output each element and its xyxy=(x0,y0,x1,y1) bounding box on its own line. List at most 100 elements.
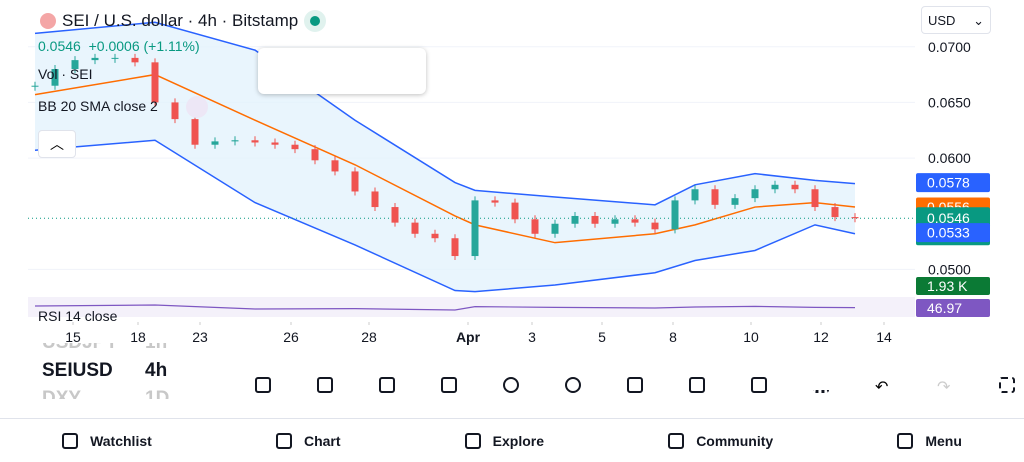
interval: 4h xyxy=(145,360,168,381)
redo[interactable]: ↷ xyxy=(937,379,951,396)
price-tag-label: 0.0578 xyxy=(927,175,970,191)
candle xyxy=(671,200,679,230)
candle xyxy=(71,60,79,70)
bb-middle xyxy=(34,73,856,244)
rsi-tag-bg xyxy=(916,299,990,317)
symbol-picker[interactable]: USDJPY1h SEIUSD 4h DXY 1D xyxy=(42,343,185,399)
tool[interactable] xyxy=(441,377,457,393)
x-tick-label: 5 xyxy=(598,329,606,345)
currency: USD xyxy=(928,13,956,28)
x-tick-label: 12 xyxy=(813,329,829,345)
volume-tag: 1.93 K xyxy=(916,277,990,295)
bb-fill xyxy=(35,22,855,292)
price-tag-label: 0.0546 xyxy=(927,210,970,226)
candle xyxy=(711,189,719,205)
x-tick-label: 14 xyxy=(876,329,892,345)
nav-item[interactable]: Watchlist xyxy=(62,432,152,449)
volume-tag-bg xyxy=(916,277,990,295)
nav-label: Chart xyxy=(303,432,341,449)
price-tag: 0.0533 xyxy=(916,223,990,243)
candle xyxy=(851,217,859,219)
nav-label: Menu xyxy=(925,432,962,449)
tool[interactable] xyxy=(255,377,271,393)
candle xyxy=(471,200,479,257)
candle xyxy=(591,215,599,224)
chart: 0.0700 0.0650 0.0600 0.0500 15 18 23 26 28 Apr 3 5 8… xyxy=(28,21,990,345)
candle xyxy=(831,207,839,218)
interval: 1h xyxy=(145,343,185,357)
bb-lower xyxy=(34,139,856,293)
drawing-toolbar[interactable] xyxy=(258,48,426,94)
candle xyxy=(391,207,399,223)
rsi-legend[interactable]: RSI 14 close xyxy=(38,308,118,324)
interval: 1D xyxy=(145,388,170,399)
nav-icon xyxy=(464,432,481,449)
tool[interactable] xyxy=(751,377,767,393)
tool[interactable] xyxy=(503,377,519,393)
nav-item[interactable]: Menu xyxy=(897,432,962,449)
nav-label: Watchlist xyxy=(90,432,152,449)
candle xyxy=(531,219,539,234)
price-tag-bg xyxy=(916,223,990,243)
nav-item[interactable]: Community xyxy=(668,432,774,449)
collapse-button[interactable]: ︿ xyxy=(38,130,76,158)
currency-select[interactable]: USD ⌄ xyxy=(921,6,991,34)
candle xyxy=(251,140,259,143)
symbol: SEIUSD xyxy=(42,360,113,381)
candle xyxy=(771,184,779,190)
tool[interactable] xyxy=(317,377,333,393)
candle xyxy=(311,149,319,161)
candle xyxy=(191,119,199,145)
nav-item[interactable]: Explore xyxy=(464,432,544,449)
tool[interactable] xyxy=(627,377,643,393)
tool[interactable] xyxy=(813,377,829,393)
candle xyxy=(271,142,279,145)
x-tick-label: 8 xyxy=(669,329,677,345)
symbol-row[interactable]: USDJPY1h xyxy=(42,343,185,357)
tool[interactable] xyxy=(689,377,705,393)
volume-legend[interactable]: Vol · SEI xyxy=(38,66,93,82)
tool[interactable] xyxy=(565,377,581,393)
indicator-settings[interactable] xyxy=(186,96,208,118)
price-tag-label: 0.0533 xyxy=(927,225,970,241)
candle xyxy=(611,219,619,224)
candle xyxy=(111,57,119,59)
y-tick-label: 0.0500 xyxy=(928,261,971,277)
candle xyxy=(231,140,239,142)
x-tick-label: 15 xyxy=(65,329,81,345)
x-tick-label: 18 xyxy=(130,329,146,345)
fullscreen[interactable] xyxy=(999,377,1015,393)
undo[interactable]: ↶ xyxy=(875,379,889,396)
candle xyxy=(651,222,659,230)
nav-item[interactable]: Chart xyxy=(275,432,341,449)
nav-icon xyxy=(668,432,685,449)
nav-icon xyxy=(897,432,914,449)
candle xyxy=(91,57,99,61)
symbol-row[interactable]: SEIUSD 4h xyxy=(42,357,185,385)
candle xyxy=(211,141,219,145)
rsi-tag: 46.97 xyxy=(916,299,990,317)
rsi-tag-label: 46.97 xyxy=(927,300,962,316)
bb-upper xyxy=(34,21,856,206)
candle xyxy=(371,191,379,208)
candle xyxy=(491,200,499,203)
nav-label: Community xyxy=(696,432,774,449)
candle xyxy=(431,233,439,239)
price-tag: 0.0578 xyxy=(916,173,990,193)
price-tag-bg xyxy=(916,173,990,193)
market-status[interactable] xyxy=(304,10,327,32)
last-price: 0.0546 xyxy=(38,38,81,54)
y-tick-label: 0.0650 xyxy=(928,94,971,110)
symbol-row[interactable]: DXY 1D xyxy=(42,385,185,399)
tool[interactable] xyxy=(379,377,395,393)
candle xyxy=(171,102,179,120)
rsi-line xyxy=(34,304,856,311)
bb-legend[interactable]: BB 20 SMA close 2 xyxy=(38,98,158,114)
candle xyxy=(331,160,339,172)
x-tick-label: 3 xyxy=(528,329,536,345)
x-tick-label: 26 xyxy=(283,329,299,345)
symbol-icon xyxy=(40,13,56,29)
candle xyxy=(791,184,799,190)
candle xyxy=(511,202,519,220)
